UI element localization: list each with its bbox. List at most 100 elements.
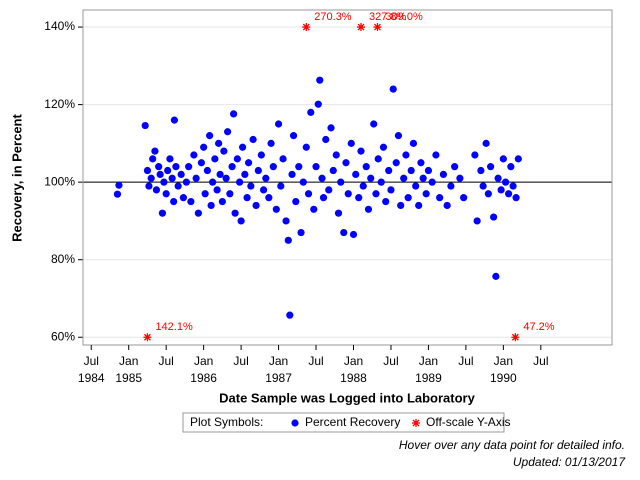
point: [241, 170, 249, 178]
x-tick-label: Jul: [458, 354, 473, 368]
point: [359, 182, 367, 190]
point: [257, 151, 265, 159]
point: [374, 155, 382, 163]
offscale-label: 47.2%: [523, 321, 554, 333]
point: [282, 217, 290, 225]
x-tick-label: Jan: [344, 354, 363, 368]
point: [289, 132, 298, 140]
point: [319, 194, 328, 202]
point: [236, 178, 244, 186]
point: [422, 190, 430, 198]
offscale-label: 327.8%: [369, 11, 407, 23]
point: [471, 151, 479, 159]
y-tick-label: 100%: [44, 174, 75, 188]
point: [387, 186, 395, 194]
point: [151, 147, 159, 155]
point: [492, 272, 500, 280]
point: [158, 209, 167, 217]
x-tick-label: Jul: [158, 354, 173, 368]
point: [211, 155, 219, 163]
point: [244, 159, 253, 167]
legend-marker: [412, 419, 420, 427]
point: [502, 178, 510, 186]
point: [325, 186, 333, 194]
point: [113, 190, 122, 198]
point: [162, 190, 170, 198]
point: [514, 155, 522, 163]
point: [177, 170, 185, 178]
point: [166, 155, 174, 163]
point: [499, 155, 507, 163]
point: [302, 143, 310, 151]
point: [312, 163, 320, 171]
x-tick-year: 1984: [78, 371, 105, 385]
point: [299, 178, 307, 186]
point: [190, 151, 198, 159]
point: [344, 190, 352, 198]
x-tick-label: Jul: [84, 354, 99, 368]
point: [432, 151, 440, 159]
note: Updated: 01/13/2017: [513, 455, 626, 469]
point: [494, 174, 502, 182]
point: [172, 163, 180, 171]
point: [233, 155, 241, 163]
point: [404, 194, 412, 202]
point: [194, 209, 202, 217]
point: [349, 230, 358, 239]
point: [143, 166, 152, 175]
point: [364, 205, 373, 213]
point: [415, 201, 423, 210]
point: [200, 143, 208, 151]
point: [307, 108, 315, 116]
x-axis-label: Date Sample was Logged into Laboratory: [219, 390, 475, 405]
point: [372, 190, 380, 198]
point: [412, 182, 420, 190]
x-tick-year: 1988: [340, 371, 367, 385]
x-tick-label: Jan: [269, 354, 288, 368]
point: [509, 182, 517, 190]
point: [254, 166, 262, 175]
point: [456, 174, 464, 182]
point: [249, 135, 257, 144]
point: [490, 213, 498, 221]
point: [197, 159, 205, 167]
point: [226, 190, 234, 198]
point: [259, 186, 268, 194]
point: [329, 166, 337, 175]
point: [164, 166, 172, 175]
point: [170, 197, 178, 206]
point: [482, 139, 490, 147]
point: [209, 178, 217, 186]
legend-label: Percent Recovery: [305, 415, 400, 429]
point: [347, 139, 355, 147]
point: [230, 110, 238, 118]
point: [269, 163, 277, 171]
legend-label: Off-scale Y-Axis: [426, 415, 510, 429]
point: [512, 194, 520, 202]
point: [262, 174, 270, 182]
point: [203, 166, 211, 175]
point: [222, 174, 230, 182]
point: [215, 139, 223, 147]
point: [141, 121, 149, 130]
legend-title: Plot Symbols:: [190, 415, 263, 429]
point: [342, 159, 350, 167]
point: [284, 236, 292, 244]
point: [362, 163, 370, 171]
point: [407, 166, 415, 175]
offscale-point: [143, 333, 152, 342]
point: [332, 151, 340, 159]
point: [397, 201, 405, 210]
point: [274, 120, 283, 128]
point: [439, 170, 448, 178]
point: [484, 190, 492, 198]
point: [179, 194, 188, 202]
point: [228, 163, 236, 171]
point: [218, 197, 226, 206]
point: [322, 135, 330, 144]
point: [297, 228, 305, 237]
offscale-point: [373, 23, 382, 32]
point: [265, 194, 273, 202]
